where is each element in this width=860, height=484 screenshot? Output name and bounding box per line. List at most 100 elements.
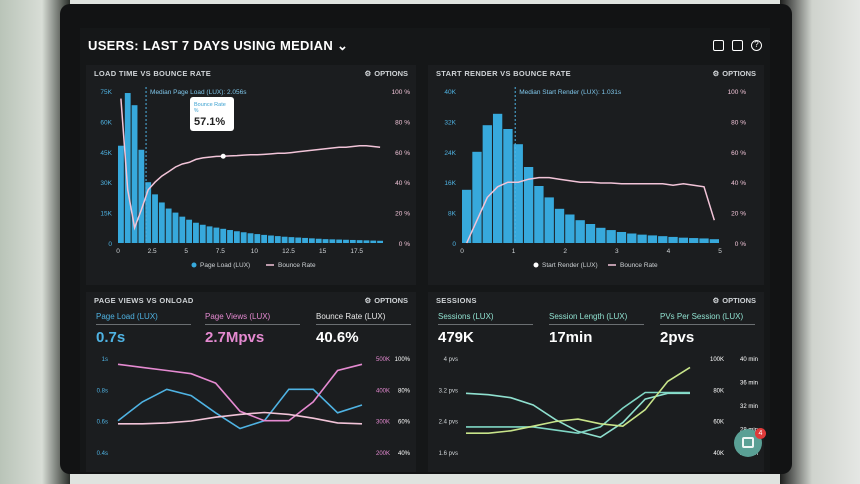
metric-label: Page Load (LUX) [96,312,191,325]
y2-tick-label: 80 % [395,119,410,126]
metric-page-load: Page Load (LUX) 0.7s [96,312,191,346]
y2-tick-label: 0 % [735,241,746,248]
y-tick-label: 60K [713,420,724,426]
background-wall-right [780,0,860,484]
y-tick-label: 0.8s [97,388,108,394]
help-icon[interactable]: ? [751,40,762,51]
chart-icon[interactable] [732,40,743,51]
y-tick-label: 36 min [740,381,758,387]
bar [193,222,199,243]
metric-value: 40.6% [316,329,359,346]
gear-icon: ⚙ [364,69,372,78]
series-line [465,392,690,439]
chat-icon [742,437,754,448]
bar [145,182,152,243]
y-tick-label: 40% [398,451,411,457]
metric-label: Session Length (LUX) [549,312,644,325]
options-button[interactable]: ⚙ OPTIONS [713,69,757,78]
bar [281,236,288,243]
series-line [466,391,690,435]
legend-label: Start Render (LUX) [542,262,598,269]
bar [268,235,274,243]
bar [220,228,227,243]
monitor-icon[interactable] [713,40,724,51]
legend-marker [191,262,197,268]
bar [138,149,145,243]
bar [315,238,322,243]
bar [554,208,565,243]
y2-tick-label: 100 % [728,89,747,96]
bar [462,189,472,243]
bar [472,151,482,243]
bar [131,105,138,243]
chevron-down-icon[interactable]: ⌄ [337,38,349,53]
options-label: OPTIONS [722,296,756,305]
y-tick-label: 100K [710,357,724,363]
bounce-rate-line [120,98,381,231]
options-button[interactable]: ⚙ OPTIONS [365,69,409,78]
bar [186,219,193,243]
metric-value: 0.7s [96,329,126,346]
bar [302,237,308,243]
bar [227,230,233,243]
bar [575,220,585,243]
bar [709,239,719,243]
metric-pvs-per-session: PVs Per Session (LUX) 2pvs [660,312,755,346]
x-tick-label: 5 [718,248,722,255]
panel-sessions: SESSIONS ⚙ OPTIONS Sessions (LUX) 479K Se… [428,292,764,472]
bar [206,226,213,243]
bar [322,239,329,243]
bar [261,234,268,243]
y-tick-label: 1s [102,357,108,363]
metric-label: Sessions (LUX) [438,312,533,325]
panel-page-views: PAGE VIEWS VS ONLOAD ⚙ OPTIONS Page Load … [86,292,416,472]
y-tick-label: 40K [444,89,456,96]
bar [349,239,356,243]
bar [254,234,261,243]
bar [585,224,596,243]
y2-tick-label: 0 % [399,241,410,248]
bar [274,236,281,243]
bar [565,214,575,243]
metric-label: Page Views (LUX) [205,312,300,325]
x-tick-label: 5 [184,248,188,255]
metric-sessions: Sessions (LUX) 479K [438,312,533,346]
options-label: OPTIONS [374,296,408,305]
bar [668,236,678,243]
metric-value: 2.7Mpvs [205,329,265,346]
bar [179,216,186,243]
x-tick-label: 3 [615,248,619,255]
options-button[interactable]: ⚙ OPTIONS [365,296,409,305]
bar [492,113,503,243]
bar [172,212,179,243]
bar [336,239,343,243]
bar [689,238,699,243]
x-tick-label: 17.5 [350,248,363,255]
start-render-chart: 0 8K 16K 24K 32K 40K 0 % 20 % 40 % 60 % 80 % 100 % 0… [444,87,747,269]
y-tick-label: 75K [100,89,112,96]
y-tick-label: 45K [100,150,112,157]
y-tick-label: 2.4 pvs [439,420,458,426]
gear-icon: ⚙ [364,296,372,305]
y-tick-label: 60K [100,119,112,126]
x-tick-label: 2.5 [148,248,157,255]
bar [343,239,349,243]
y2-tick-label: 60 % [395,150,410,157]
y-tick-label: 100% [395,357,411,363]
page-title-text: USERS: LAST 7 DAYS USING MEDIAN [88,38,334,53]
bar [699,238,709,243]
y-tick-label: 4 pvs [444,357,458,363]
metric-label: Bounce Rate (LUX) [316,312,411,325]
bounce-rate-line [466,176,716,244]
y-tick-label: 0.4s [97,451,108,457]
x-tick-label: 2 [563,248,567,255]
y2-tick-label: 60 % [731,150,746,157]
tooltip-point [220,153,226,159]
series-line [117,388,363,430]
page-title[interactable]: USERS: LAST 7 DAYS USING MEDIAN ⌄ [88,38,348,54]
options-button[interactable]: ⚙ OPTIONS [713,296,757,305]
metric-bounce-rate: Bounce Rate (LUX) 40.6% [316,312,411,346]
bar [370,240,377,243]
notification-badge: 4 [755,428,766,439]
